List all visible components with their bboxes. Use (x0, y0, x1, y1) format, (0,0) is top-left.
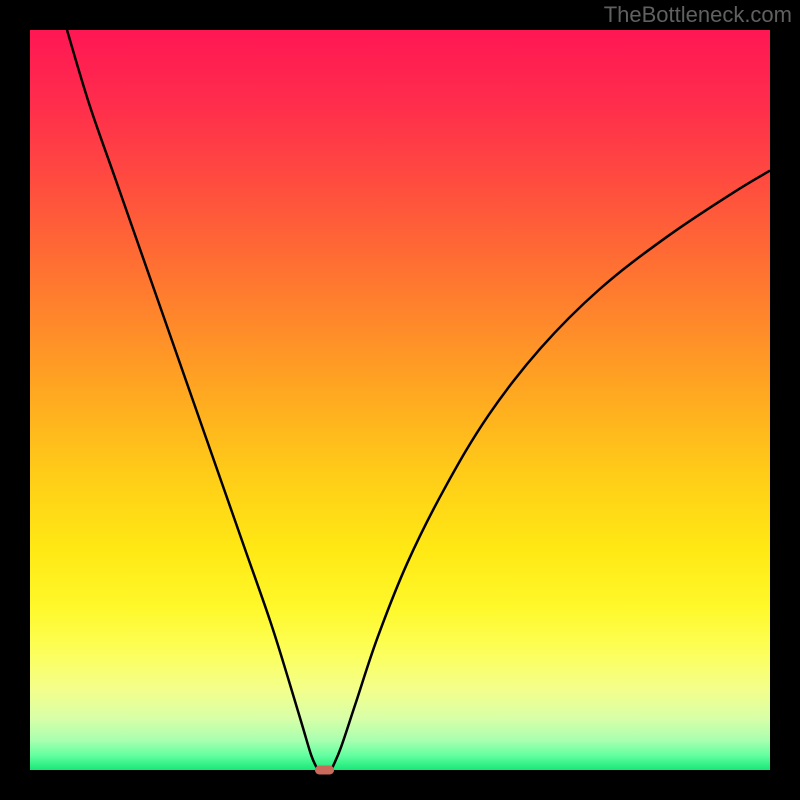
plot-background (30, 30, 770, 770)
watermark-text: TheBottleneck.com (604, 2, 792, 28)
optimal-marker (315, 766, 334, 775)
bottleneck-chart (0, 0, 800, 800)
chart-frame: TheBottleneck.com (0, 0, 800, 800)
